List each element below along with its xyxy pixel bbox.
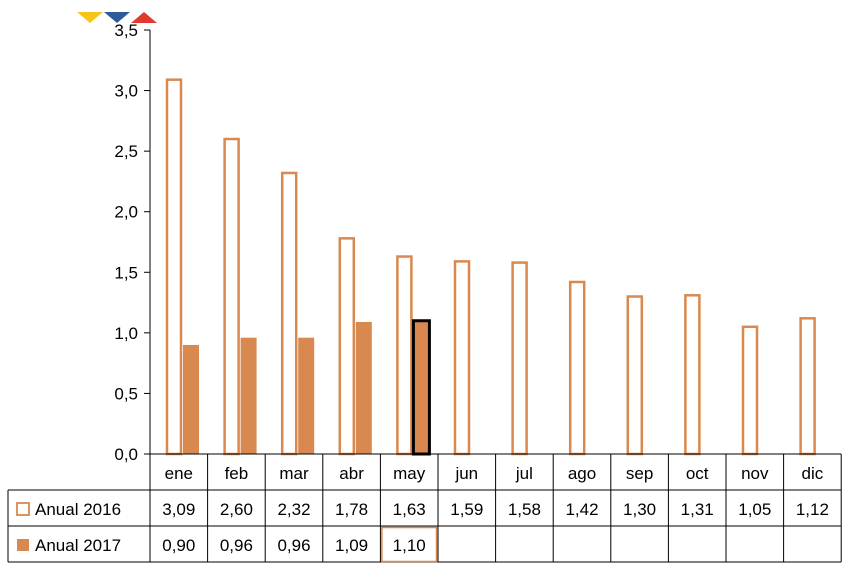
bar-anual-2017 [298, 337, 315, 454]
data-value: 1,30 [623, 500, 656, 519]
y-axis: 0,0 0,5 1,0 1,5 2,0 2,5 3,0 3,5 [114, 21, 151, 464]
data-value: 1,31 [681, 500, 714, 519]
data-value: 3,09 [162, 500, 195, 519]
category-label: ene [165, 464, 193, 483]
legend-label: Anual 2016 [35, 500, 121, 519]
bar-anual-2016 [396, 255, 413, 456]
y-tick-label: 0,5 [114, 384, 138, 403]
category-label: feb [225, 464, 249, 483]
bar-anual-2016 [626, 295, 644, 456]
bar-anual-2016 [684, 294, 701, 456]
y-tick-label: 2,0 [114, 203, 138, 222]
data-value: 1,63 [393, 500, 426, 519]
data-value: 1,05 [738, 500, 771, 519]
category-label: oct [686, 464, 709, 483]
legend-swatch-2016 [16, 502, 30, 516]
bars [165, 78, 816, 456]
data-value: 2,60 [220, 500, 253, 519]
category-label: abr [339, 464, 364, 483]
legend-swatch-2017 [17, 539, 29, 551]
data-value: 1,59 [450, 500, 483, 519]
data-value: 1,42 [565, 500, 598, 519]
bar-anual-2016 [338, 237, 356, 456]
logo-yellow-triangle [77, 12, 103, 23]
data-value: 0,96 [277, 536, 310, 555]
bar-anual-2017-highlighted [411, 319, 431, 456]
y-tick-label: 1,0 [114, 324, 138, 343]
bar-anual-2016 [511, 261, 528, 456]
category-label: jul [515, 464, 533, 483]
data-table: ene feb mar abr may jun jul ago sep oct nov dic Anua… [7, 453, 842, 563]
data-value: 1,12 [796, 500, 829, 519]
bar-anual-2017 [355, 321, 372, 454]
bar-anual-2016 [223, 137, 240, 456]
bar-anual-2016 [799, 317, 816, 456]
category-label: jun [454, 464, 478, 483]
category-label: sep [626, 464, 653, 483]
highlighted-cell [381, 526, 438, 563]
bar-anual-2017 [240, 337, 257, 454]
logo-red-triangle [131, 12, 157, 23]
y-tick-label: 2,5 [114, 142, 138, 161]
bar-anual-2016 [165, 78, 183, 456]
bar-anual-2016 [280, 171, 298, 456]
y-tick-label: 1,5 [114, 263, 138, 282]
bar-anual-2016 [568, 280, 586, 456]
y-tick-label: 3,5 [114, 21, 138, 40]
legend-label: Anual 2017 [35, 536, 121, 555]
bar-anual-2016 [453, 260, 471, 456]
category-label: ago [568, 464, 596, 483]
data-value: 1,10 [393, 536, 426, 555]
logo-blue-triangle [104, 12, 130, 23]
data-value: 0,90 [162, 536, 195, 555]
data-value: 1,78 [335, 500, 368, 519]
data-value: 1,58 [508, 500, 541, 519]
category-label: may [393, 464, 426, 483]
bar-anual-2017 [183, 344, 199, 454]
y-tick-label: 0,0 [114, 445, 138, 464]
category-label: dic [802, 464, 824, 483]
category-label: mar [279, 464, 309, 483]
y-tick-label: 3,0 [114, 82, 138, 101]
logo-icon [77, 12, 157, 23]
category-label: nov [741, 464, 769, 483]
data-value: 0,96 [220, 536, 253, 555]
data-value: 1,09 [335, 536, 368, 555]
bar-anual-2016 [741, 325, 759, 456]
data-value: 2,32 [277, 500, 310, 519]
